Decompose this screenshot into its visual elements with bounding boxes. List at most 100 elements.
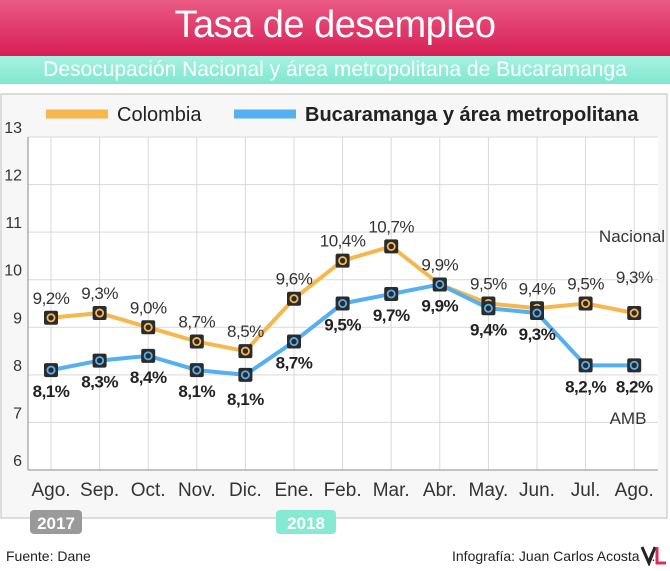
y-tick-label: 7 <box>13 405 22 422</box>
annotation-amb: AMB <box>610 409 647 428</box>
data-label-colombia: 9,4% <box>519 279 556 298</box>
point-ring-colombia <box>289 294 299 304</box>
x-tick-label: Abr. <box>423 480 457 501</box>
data-label-colombia: 10,7% <box>368 217 414 236</box>
y-tick-label: 6 <box>13 453 22 470</box>
data-label-bucaramanga: 9,4% <box>470 320 507 339</box>
data-label-bucaramanga: 9,5% <box>324 316 361 335</box>
point-ring-colombia <box>386 241 396 251</box>
x-tick-label: Oct. <box>131 480 166 501</box>
data-label-bucaramanga: 8,2% <box>616 377 653 396</box>
subtitle-bar <box>0 56 670 84</box>
y-tick-label: 11 <box>5 215 22 232</box>
point-ring-bucaramanga <box>435 279 445 289</box>
y-tick-label: 8 <box>13 358 22 375</box>
data-label-colombia: 9,2% <box>33 289 70 308</box>
data-label-bucaramanga: 9,9% <box>421 296 458 315</box>
title-bar <box>0 0 670 56</box>
point-ring-colombia <box>629 308 639 318</box>
x-tick-label: Feb. <box>324 480 362 501</box>
source-note: Fuente: Dane <box>6 548 91 564</box>
data-label-colombia: 9,6% <box>276 270 313 289</box>
point-ring-bucaramanga <box>581 360 591 370</box>
data-label-colombia: 8,5% <box>227 322 264 341</box>
data-label-colombia: 9,9% <box>421 255 458 274</box>
point-bucaramanga <box>432 277 447 292</box>
x-tick-label: Nov. <box>178 480 216 501</box>
x-tick-label: Mar. <box>373 480 410 501</box>
point-bucaramanga <box>141 348 156 363</box>
point-colombia <box>627 306 642 321</box>
point-ring-colombia <box>240 346 250 356</box>
data-label-colombia: 9,3% <box>81 284 118 303</box>
point-colombia <box>578 296 593 311</box>
data-label-bucaramanga: 8,4% <box>130 368 167 387</box>
point-ring-bucaramanga <box>46 365 56 375</box>
point-colombia <box>238 344 253 359</box>
x-tick-label: Jul. <box>571 480 601 501</box>
data-label-colombia: 9,3% <box>616 268 653 287</box>
data-label-bucaramanga: 8,1% <box>227 390 264 409</box>
point-bucaramanga <box>481 301 496 316</box>
point-ring-bucaramanga <box>289 337 299 347</box>
x-tick-label: Ago. <box>31 480 70 501</box>
chart-title: Tasa de desempleo <box>174 4 496 46</box>
point-ring-colombia <box>192 337 202 347</box>
point-colombia <box>287 291 301 306</box>
point-colombia <box>44 310 58 325</box>
data-label-colombia: 9,5% <box>470 275 507 294</box>
point-bucaramanga <box>287 334 301 349</box>
y-tick-label: 10 <box>4 263 22 280</box>
y-tick-label: 9 <box>13 310 22 327</box>
point-bucaramanga <box>44 363 58 378</box>
annotation-national: Nacional <box>599 227 665 246</box>
point-ring-bucaramanga <box>532 308 542 318</box>
y-tick-label: 12 <box>4 168 22 185</box>
y-tick-label: 13 <box>4 120 22 137</box>
point-ring-bucaramanga <box>629 360 639 370</box>
point-ring-colombia <box>95 308 105 318</box>
point-colombia <box>141 320 156 335</box>
x-tick-label: Ago. <box>615 480 654 501</box>
point-ring-bucaramanga <box>386 289 396 299</box>
year-label: 2018 <box>287 514 325 533</box>
point-colombia <box>189 334 204 349</box>
vl-logo-icon <box>640 546 666 566</box>
data-label-bucaramanga: 8,3% <box>81 373 118 392</box>
point-colombia <box>335 253 350 268</box>
legend-label-colombia: Colombia <box>117 104 202 126</box>
data-label-colombia: 8,7% <box>178 313 215 332</box>
point-bucaramanga <box>627 358 642 373</box>
point-ring-bucaramanga <box>338 298 348 308</box>
point-ring-colombia <box>581 298 591 308</box>
year-badge <box>30 510 82 534</box>
data-label-bucaramanga: 8,1% <box>33 382 70 401</box>
data-label-bucaramanga: 9,7% <box>373 306 410 325</box>
x-tick-label: Dic. <box>229 480 262 501</box>
year-badge <box>276 510 336 534</box>
point-ring-colombia <box>338 256 348 266</box>
point-bucaramanga <box>92 353 107 368</box>
line-chart: 6 7 8 9 10 11 12 13 Ago. Sep. Oct. Nov. Dic. Ene. Feb.… <box>0 93 668 534</box>
year-label: 2017 <box>37 514 75 533</box>
point-bucaramanga <box>335 296 350 311</box>
point-ring-colombia <box>46 313 56 323</box>
data-label-colombia: 10,4% <box>320 232 366 251</box>
point-ring-bucaramanga <box>143 351 153 361</box>
x-tick-label: Sep. <box>80 480 119 501</box>
point-bucaramanga <box>189 363 204 378</box>
point-colombia <box>92 306 107 321</box>
data-label-bucaramanga: 8,2,% <box>565 377 606 396</box>
point-bucaramanga <box>578 358 593 373</box>
x-tick-label: May. <box>469 480 509 501</box>
point-bucaramanga <box>530 306 544 321</box>
point-bucaramanga <box>384 286 399 301</box>
data-label-bucaramanga: 8,1% <box>178 382 215 401</box>
data-label-colombia: 9,0% <box>130 298 167 317</box>
point-ring-bucaramanga <box>240 370 250 380</box>
point-ring-bucaramanga <box>192 365 202 375</box>
data-label-bucaramanga: 9,3% <box>519 325 556 344</box>
x-tick-label: Ene. <box>274 480 313 501</box>
point-ring-bucaramanga <box>95 356 105 366</box>
point-colombia <box>384 239 399 254</box>
